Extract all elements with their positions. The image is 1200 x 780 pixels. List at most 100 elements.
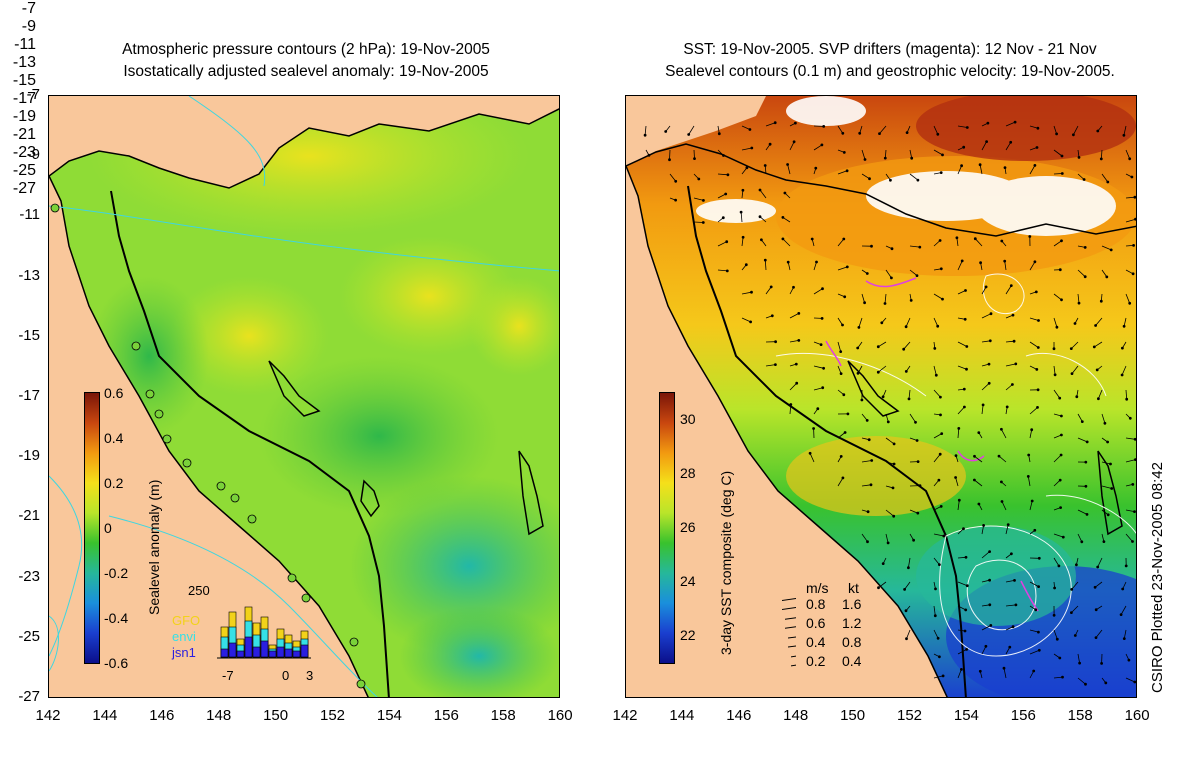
velocity-vector — [741, 291, 752, 295]
velocity-vector — [1004, 261, 1007, 271]
velocity-vector — [933, 533, 944, 537]
velocity-vector-head — [647, 153, 651, 157]
velocity-legend-ms: 0.6 — [806, 615, 826, 631]
velocity-vector-head — [912, 538, 916, 542]
velocity-vector-head — [1100, 662, 1104, 665]
velocity-vector-head — [962, 145, 966, 149]
velocity-vector-head — [1070, 372, 1074, 376]
right-colorbar — [659, 392, 675, 664]
lon-tick-label: 142 — [612, 707, 638, 724]
velocity-vector-head — [868, 177, 871, 181]
velocity-vector-head — [986, 121, 990, 125]
velocity-vector — [957, 341, 967, 347]
velocity-vector-head — [1109, 462, 1112, 466]
velocity-vector-head — [1109, 248, 1113, 252]
velocity-vector-head — [941, 153, 944, 157]
velocity-vector — [933, 149, 943, 156]
velocity-vector — [1077, 269, 1086, 277]
velocity-vector — [813, 365, 824, 369]
velocity-vector-head — [1127, 658, 1131, 662]
velocity-vector-head — [903, 587, 907, 591]
inset-bar — [292, 650, 301, 658]
velocity-vector-head — [1009, 140, 1013, 144]
velocity-vector — [1053, 676, 1063, 679]
lon-tick-label: 148 — [206, 707, 232, 724]
velocity-vector-head — [820, 143, 824, 147]
velocity-vector-head — [1057, 564, 1061, 568]
velocity-vector — [837, 125, 844, 134]
velocity-vector-head — [1003, 259, 1007, 263]
velocity-vector-head — [722, 154, 725, 157]
velocity-vector-head — [1059, 433, 1063, 437]
velocity-vector — [1125, 437, 1136, 440]
inset-bar — [220, 648, 229, 658]
velocity-vector-head — [939, 413, 942, 417]
velocity-vector — [885, 437, 895, 445]
velocity-vector — [933, 317, 939, 327]
velocity-vector — [981, 646, 987, 655]
velocity-vector-head — [822, 124, 826, 128]
velocity-vector-head — [962, 405, 966, 409]
velocity-vector-head — [1131, 272, 1135, 276]
velocity-vector — [1053, 454, 1062, 463]
velocity-vector-head — [973, 454, 976, 458]
velocity-vector-head — [773, 121, 777, 125]
velocity-vector-head — [812, 427, 816, 430]
velocity-arrow-icon — [785, 617, 796, 629]
csiro-plotted-note: CSIRO Plotted 23-Nov-2005 08:42 — [1149, 462, 1166, 693]
lon-tick-label: 142 — [35, 707, 61, 724]
velocity-vector-head — [888, 178, 892, 182]
velocity-vector-head — [1027, 453, 1031, 457]
velocity-vector-head — [749, 320, 752, 324]
velocity-vector-head — [814, 166, 818, 170]
velocity-vector-head — [701, 221, 705, 224]
velocity-vector-head — [841, 476, 845, 480]
velocity-vector — [764, 260, 767, 271]
velocity-vector — [1125, 533, 1133, 542]
inset-series-label: GFO — [172, 613, 201, 628]
velocity-vector-head — [795, 381, 799, 385]
velocity-vector — [1123, 629, 1127, 639]
velocity-vector — [837, 170, 848, 175]
lon-tick-label: 160 — [547, 707, 573, 724]
velocity-vector — [1125, 677, 1135, 683]
velocity-vector — [837, 432, 846, 439]
velocity-vector — [1095, 317, 1103, 326]
lat-tick-label: -17 — [18, 387, 40, 404]
velocity-vector — [693, 197, 704, 201]
velocity-vector — [981, 551, 990, 559]
velocity-vector-head — [1080, 420, 1084, 424]
velocity-vector-head — [1053, 373, 1057, 377]
velocity-vector-head — [822, 366, 826, 370]
velocity-vector — [741, 125, 751, 130]
velocity-vector — [1053, 629, 1058, 640]
velocity-vector-head — [843, 431, 847, 434]
velocity-vector-head — [1036, 346, 1040, 349]
velocity-vector — [903, 341, 911, 350]
velocity-vector-head — [1083, 245, 1087, 249]
velocity-vector — [981, 404, 984, 415]
velocity-vector-head — [1094, 636, 1098, 639]
velocity-vector — [957, 260, 963, 271]
velocity-vector-head — [1133, 437, 1136, 441]
velocity-vector-head — [905, 131, 909, 134]
velocity-vector — [1029, 317, 1039, 321]
velocity-vector-head — [674, 179, 678, 183]
velocity-vector-head — [839, 372, 843, 376]
lat-tick-label: -9 — [21, 18, 36, 35]
velocity-vector-head — [918, 245, 922, 249]
velocity-vector-head — [858, 131, 862, 135]
velocity-vector — [717, 173, 728, 176]
velocity-vector-head — [1074, 563, 1078, 567]
lat-tick-label: -19 — [12, 108, 36, 125]
velocity-vector-head — [793, 121, 797, 125]
lat-tick-label: -11 — [19, 206, 40, 224]
velocity-vector-head — [1078, 661, 1082, 665]
velocity-vector — [1077, 293, 1080, 304]
velocity-vector-head — [984, 644, 988, 648]
velocity-vector-head — [957, 498, 961, 502]
right-colorbar-tick: 26 — [680, 519, 696, 535]
velocity-vector-head — [1012, 339, 1016, 343]
velocity-vector-head — [1082, 178, 1086, 181]
inset-x-tick: -7 — [222, 668, 234, 683]
